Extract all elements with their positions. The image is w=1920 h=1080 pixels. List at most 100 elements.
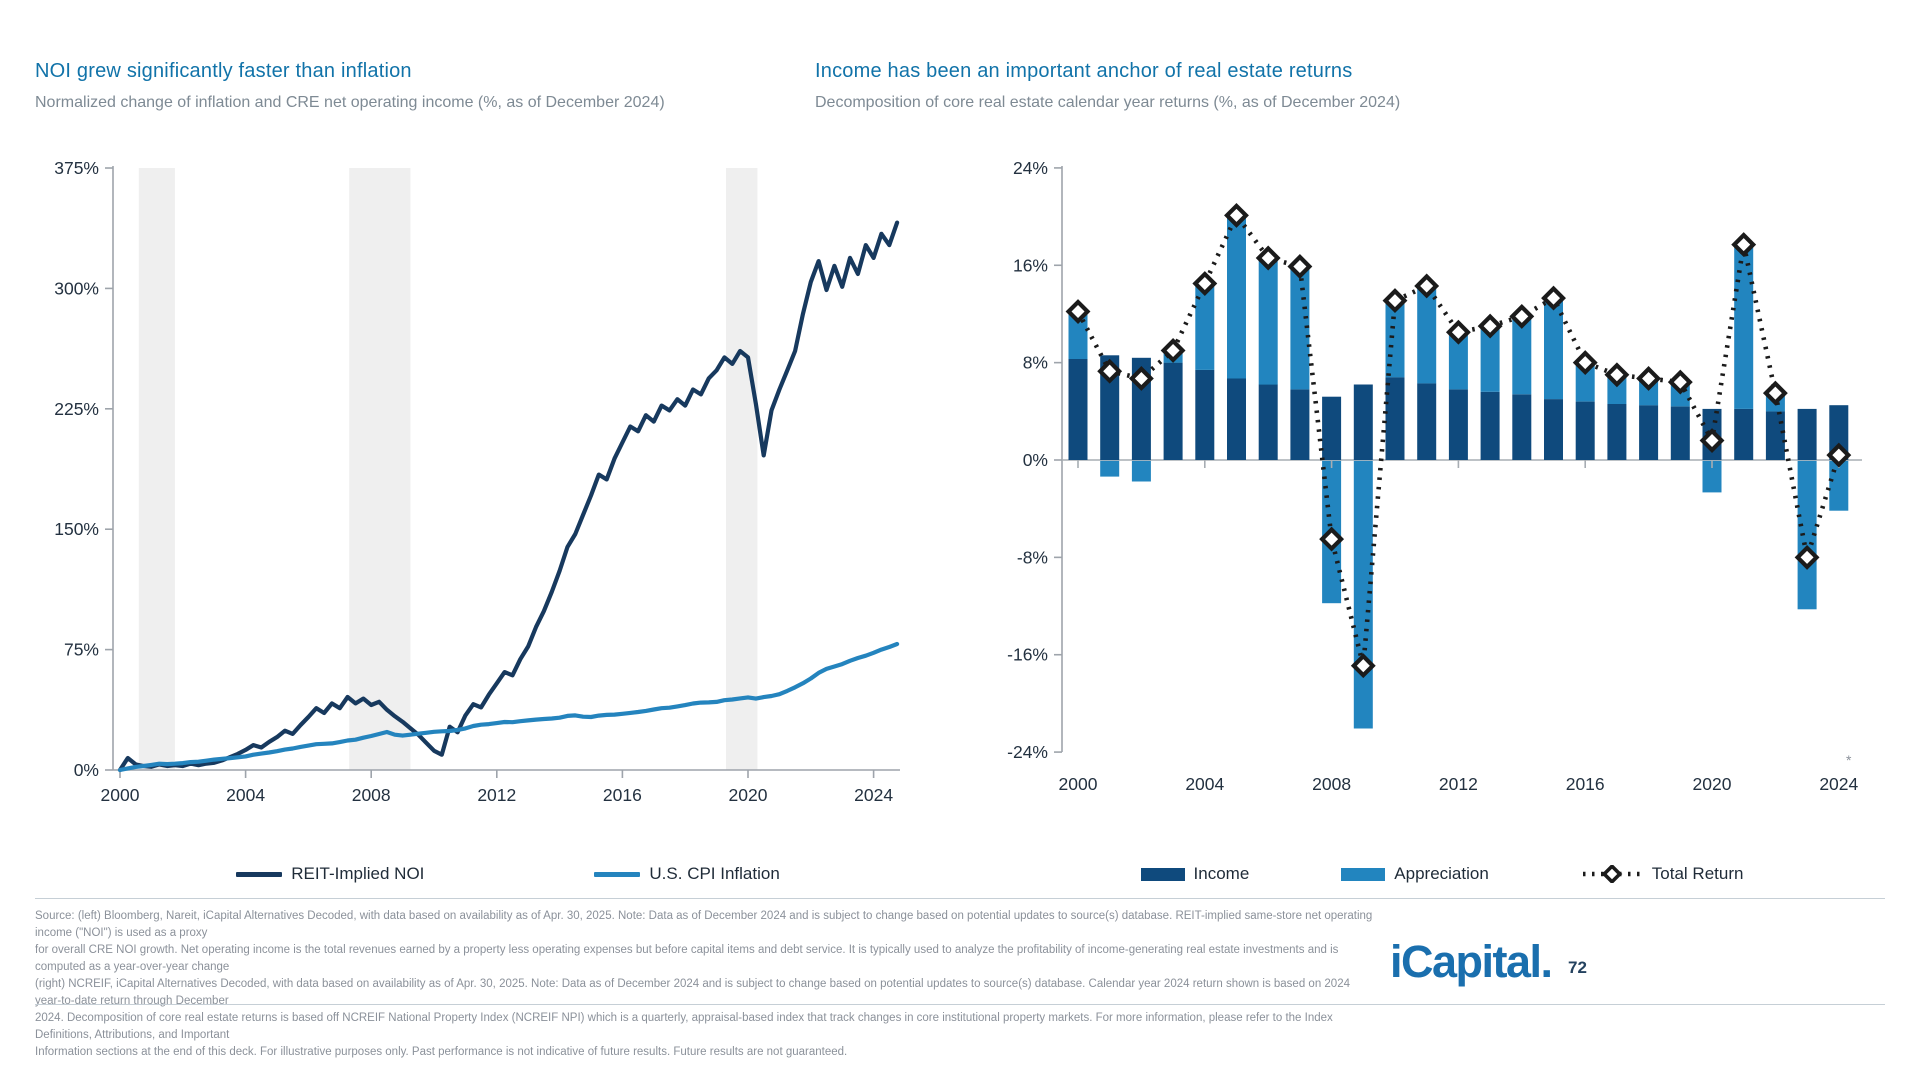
axis-tick-label: 0% bbox=[1023, 450, 1048, 470]
legend-item-income: Income bbox=[1140, 864, 1249, 884]
appreciation-bar bbox=[1512, 316, 1532, 395]
appreciation-bar bbox=[1544, 298, 1563, 400]
axis-tick-label: -16% bbox=[1007, 645, 1048, 665]
appreciation-bar bbox=[1607, 374, 1627, 404]
total-return-marker bbox=[1541, 285, 1566, 311]
left-chart-title: NOI grew significantly faster than infla… bbox=[35, 60, 412, 82]
legend-label: Appreciation bbox=[1394, 864, 1489, 883]
appreciation-bar bbox=[1734, 244, 1754, 409]
legend-item-reit-noi: REIT-Implied NOI bbox=[236, 864, 424, 884]
total-return-marker bbox=[1065, 299, 1091, 324]
total-return-marker bbox=[1128, 366, 1154, 391]
axis-tick-label: 375% bbox=[54, 158, 99, 178]
income-bar bbox=[1480, 391, 1500, 460]
income-bar bbox=[1512, 394, 1532, 460]
line-series-reit-implied-noi bbox=[117, 220, 900, 773]
axis-tick-label: 2000 bbox=[101, 785, 140, 805]
appreciation-bar bbox=[1322, 460, 1342, 604]
appreciation-bar bbox=[1480, 326, 1500, 392]
axis-tick-label: 2020 bbox=[1693, 774, 1732, 794]
income-bar bbox=[1195, 369, 1215, 460]
axis-tick-label: 300% bbox=[54, 278, 99, 298]
axis-tick-label: 2004 bbox=[226, 785, 265, 805]
total-return-marker bbox=[1319, 526, 1345, 552]
axis-tick-label: 2012 bbox=[1439, 774, 1478, 794]
footnote-asterisk: * bbox=[1846, 752, 1852, 768]
appreciation-bar bbox=[1702, 460, 1722, 493]
legend-label: U.S. CPI Inflation bbox=[649, 864, 780, 883]
legend-item-appreciation: Appreciation bbox=[1341, 864, 1489, 884]
income-bar-swatch-icon bbox=[1140, 867, 1185, 881]
appreciation-bar bbox=[1448, 332, 1468, 390]
source-footnote: Source: (left) Bloomberg, Nareit, iCapit… bbox=[35, 908, 1375, 1061]
total-return-dotted-diamond-swatch-icon bbox=[1582, 865, 1641, 883]
appreciation-bar bbox=[1131, 460, 1151, 482]
appreciation-bar bbox=[1575, 362, 1595, 402]
left-chart-subtitle: Normalized change of inflation and CRE n… bbox=[35, 94, 665, 111]
appreciation-bar bbox=[1100, 460, 1120, 477]
total-return-marker bbox=[1762, 380, 1788, 406]
income-bar bbox=[1417, 383, 1437, 460]
reit-noi-line-swatch-icon bbox=[236, 871, 283, 877]
recession-band bbox=[349, 168, 411, 770]
axis-tick-label: 75% bbox=[64, 640, 99, 660]
legend-item-cpi: U.S. CPI Inflation bbox=[594, 864, 780, 884]
footer-line: Information sections at the end of this … bbox=[35, 1046, 848, 1058]
axis-tick-label: -8% bbox=[1017, 547, 1048, 567]
total-return-marker bbox=[1477, 313, 1503, 339]
appreciation-bar-swatch-icon bbox=[1341, 867, 1386, 881]
appreciation-bar bbox=[1670, 382, 1690, 407]
total-return-marker bbox=[1509, 303, 1535, 329]
total-return-marker bbox=[1667, 369, 1693, 395]
left-chart-legend: REIT-Implied NOI U.S. CPI Inflation bbox=[113, 864, 903, 884]
appreciation-bar bbox=[1385, 300, 1405, 378]
divider-line bbox=[35, 1004, 1885, 1005]
income-bar bbox=[1163, 362, 1183, 460]
total-return-marker bbox=[1572, 350, 1598, 376]
income-bar bbox=[1385, 377, 1405, 460]
right-chart-legend: Income Appreciation Total Return bbox=[1022, 864, 1862, 884]
appreciation-bar bbox=[1639, 378, 1659, 406]
axis-tick-label: 225% bbox=[54, 399, 99, 419]
appreciation-bar bbox=[1195, 283, 1215, 370]
total-return-marker bbox=[1445, 319, 1471, 345]
total-return-marker bbox=[1255, 245, 1281, 271]
axis-tick-label: 2016 bbox=[603, 785, 642, 805]
total-return-marker bbox=[1414, 273, 1440, 299]
axis-tick-label: 150% bbox=[54, 519, 99, 539]
axis-tick-label: 2012 bbox=[477, 785, 516, 805]
recession-band bbox=[138, 168, 175, 770]
axis-tick-label: 16% bbox=[1013, 255, 1048, 275]
income-bar bbox=[1100, 355, 1120, 460]
income-bar bbox=[1322, 396, 1342, 460]
total-return-marker bbox=[1350, 653, 1376, 679]
axis-tick-label: 0% bbox=[74, 760, 99, 780]
axis-tick-label: 2008 bbox=[1312, 774, 1351, 794]
legend-label: REIT-Implied NOI bbox=[291, 864, 425, 883]
appreciation-bar bbox=[1290, 266, 1310, 390]
income-bar bbox=[1227, 378, 1246, 460]
total-return-marker bbox=[1287, 254, 1313, 279]
legend-item-total-return: Total Return bbox=[1581, 864, 1743, 884]
divider-line bbox=[35, 898, 1885, 899]
income-bar bbox=[1607, 404, 1627, 460]
total-return-marker bbox=[1604, 362, 1630, 388]
total-return-marker bbox=[1699, 428, 1725, 453]
total-return-marker bbox=[1382, 288, 1408, 314]
appreciation-bar bbox=[1797, 460, 1817, 610]
total-return-marker bbox=[1192, 271, 1218, 296]
income-bar bbox=[1258, 384, 1278, 460]
recession-band bbox=[726, 168, 758, 770]
appreciation-bar bbox=[1829, 460, 1849, 511]
total-return-marker bbox=[1224, 202, 1249, 228]
total-return-marker bbox=[1731, 232, 1757, 258]
total-return-marker bbox=[1097, 358, 1123, 384]
footer-line: 2024. Decomposition of core real estate … bbox=[35, 1012, 1333, 1041]
axis-tick-label: 2020 bbox=[729, 785, 768, 805]
right-chart-title: Income has been an important anchor of r… bbox=[815, 60, 1353, 82]
appreciation-bar bbox=[1258, 258, 1278, 385]
income-bar bbox=[1639, 405, 1659, 460]
axis-tick-label: 2024 bbox=[854, 785, 893, 805]
axis-tick-label: 2016 bbox=[1566, 774, 1605, 794]
total-return-marker bbox=[1160, 338, 1186, 363]
